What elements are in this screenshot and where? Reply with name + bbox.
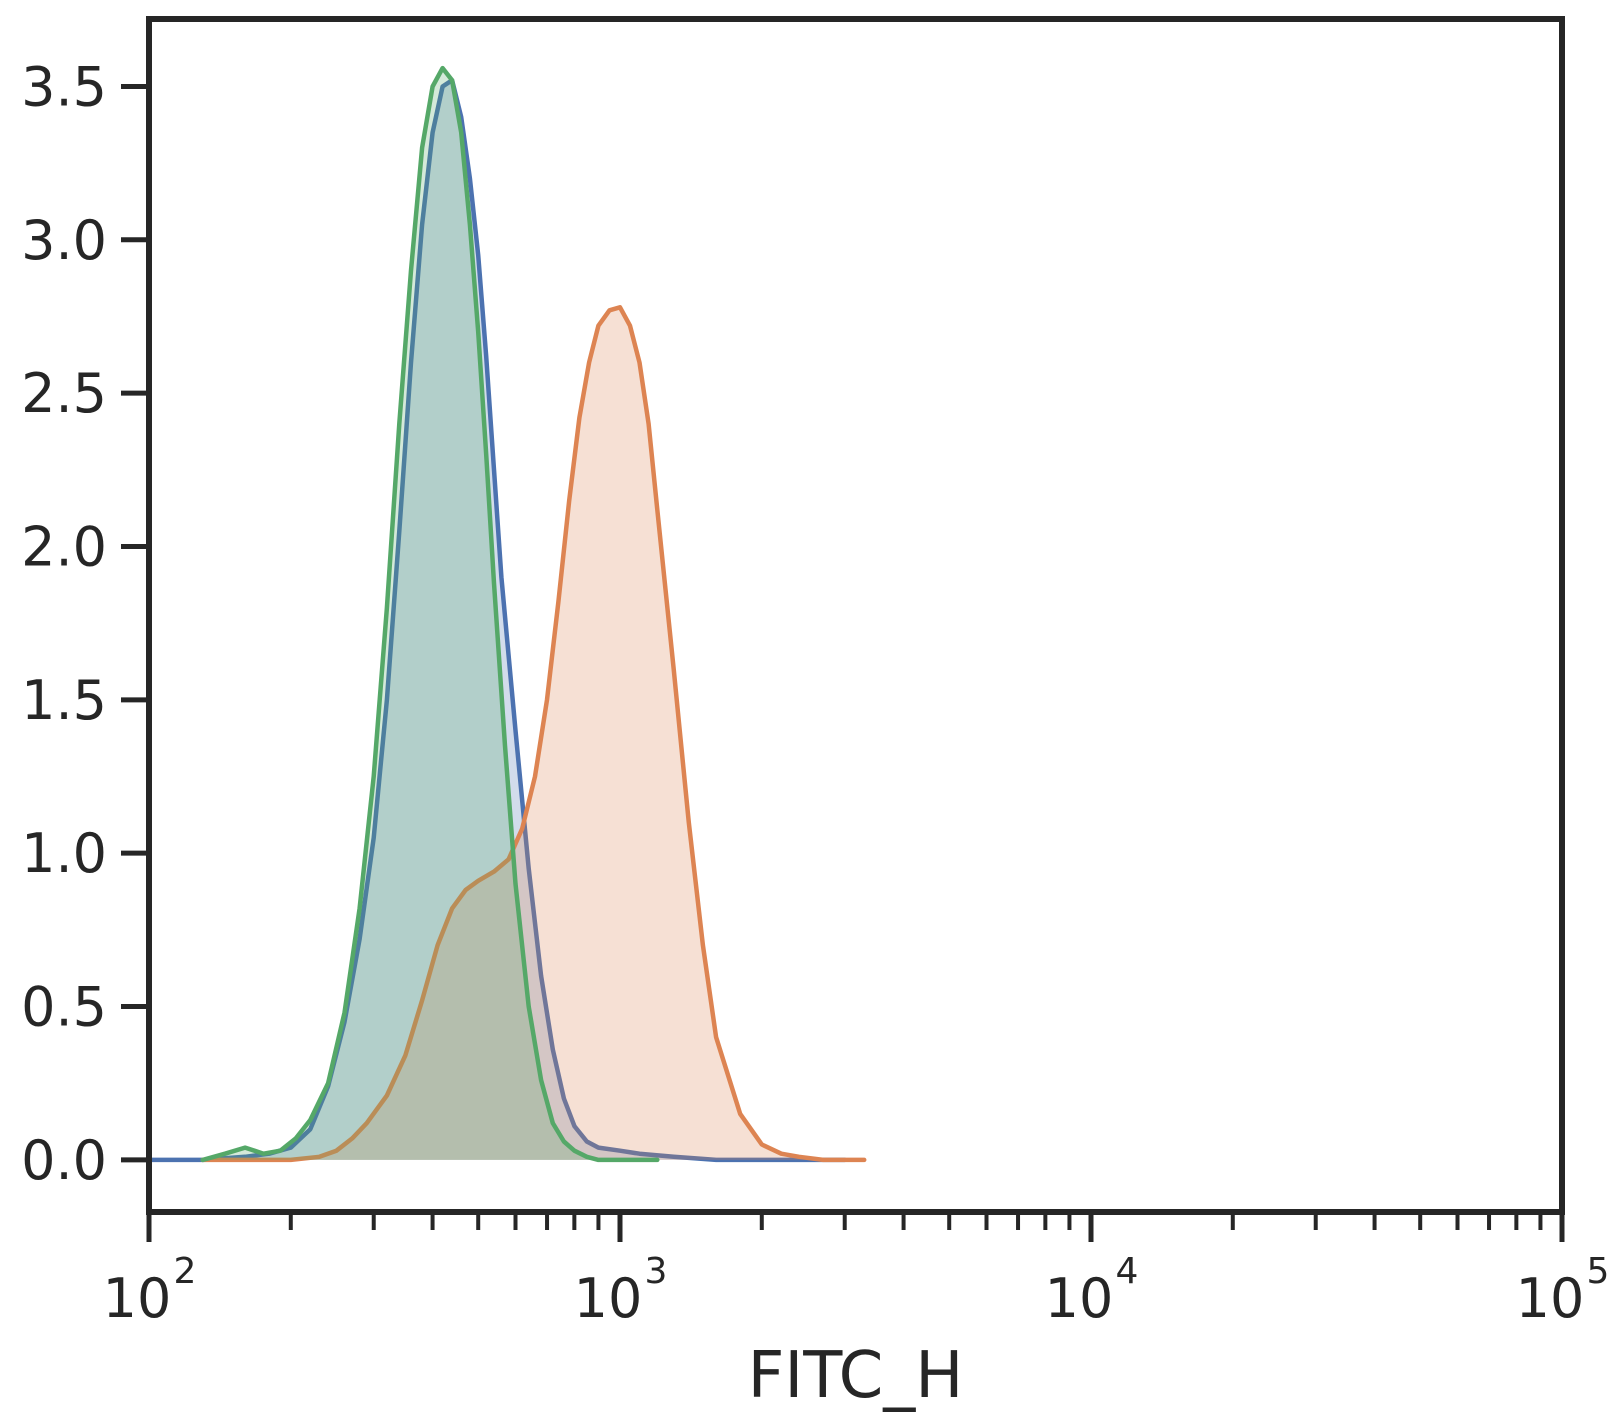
y-tick-label: 0.5 (21, 976, 107, 1039)
y-tick-label: 3.5 (21, 55, 107, 118)
series-1-fill (202, 307, 865, 1160)
x-tick-label-exponent: 3 (645, 1251, 668, 1292)
x-tick-label-exponent: 2 (174, 1251, 197, 1292)
y-tick-label: 0.0 (21, 1129, 107, 1192)
x-tick-label-base: 10 (1045, 1267, 1114, 1330)
series-layer (146, 65, 867, 1163)
y-tick-label: 3.0 (21, 209, 107, 272)
series-1-line (200, 305, 867, 1163)
y-axis: 0.0 0.5 1.0 1.5 2.0 2.5 3.0 3.5 (21, 55, 149, 1192)
y-tick-label: 2.5 (21, 362, 107, 425)
y-tick-label: 1.0 (21, 822, 107, 885)
x-tick-label-exponent: 4 (1116, 1251, 1139, 1292)
x-tick-label-base: 10 (1516, 1267, 1585, 1330)
x-axis: 10 2 10 3 10 4 10 5 (103, 1212, 1610, 1330)
plot-frame (146, 16, 1565, 1215)
series-2-fill (202, 68, 658, 1160)
y-tick-label: 2.0 (21, 515, 107, 578)
x-tick-label-exponent: 5 (1587, 1251, 1610, 1292)
x-axis-label: FITC_H (748, 1339, 964, 1413)
series-2-line (200, 65, 660, 1163)
y-tick-label: 1.5 (21, 669, 107, 732)
x-tick-label-base: 10 (574, 1267, 643, 1330)
x-tick-label-base: 10 (103, 1267, 172, 1330)
